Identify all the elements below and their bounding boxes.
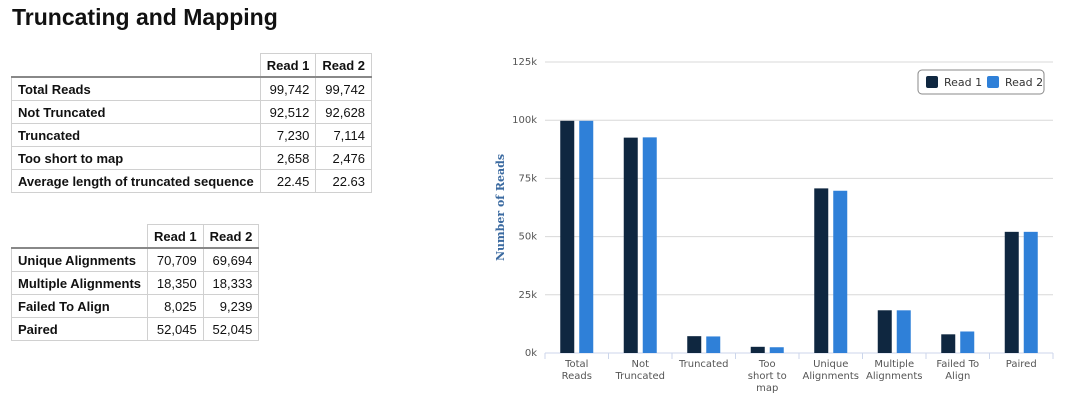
table-row: Too short to map 2,658 2,476 bbox=[11, 146, 373, 170]
row-label: Unique Alignments bbox=[10, 247, 149, 272]
legend-label-read1[interactable]: Read 1 bbox=[944, 76, 982, 89]
x-category-label: Failed To Align bbox=[936, 359, 979, 382]
cell-read1: 2,658 bbox=[259, 146, 317, 170]
bar-read1[interactable] bbox=[814, 188, 829, 353]
y-tick-label: 100k bbox=[512, 115, 537, 126]
bar-read2[interactable] bbox=[706, 336, 721, 353]
bar-read1[interactable] bbox=[877, 310, 892, 353]
bar-read1[interactable] bbox=[750, 346, 765, 353]
chart-bars bbox=[560, 120, 1038, 353]
table-header-row: Read 1 Read 2 bbox=[11, 53, 373, 78]
table-row: Total Reads 99,742 99,742 bbox=[11, 76, 373, 101]
cell-read2: 7,114 bbox=[315, 123, 373, 147]
legend-label-read2[interactable]: Read 2 bbox=[1005, 76, 1043, 89]
y-tick-label: 50k bbox=[518, 232, 537, 243]
truncation-table: Read 1 Read 2 Total Reads 99,742 99,742 … bbox=[11, 53, 373, 193]
table-row: Unique Alignments 70,709 69,694 bbox=[10, 247, 260, 272]
y-tick-label: 75k bbox=[518, 173, 537, 184]
x-category-label: Total Reads bbox=[562, 359, 592, 382]
cell-read1: 22.45 bbox=[259, 169, 317, 193]
cell-read1: 99,742 bbox=[259, 76, 317, 101]
y-tick-label: 25k bbox=[518, 290, 537, 301]
row-label: Truncated bbox=[11, 123, 261, 147]
header-read2: Read 2 bbox=[315, 53, 373, 78]
x-category-label: Truncated bbox=[678, 359, 728, 370]
cell-read2: 69,694 bbox=[202, 247, 260, 272]
x-category-label: Multiple Alignments bbox=[866, 359, 922, 382]
bar-read1[interactable] bbox=[1004, 231, 1019, 353]
bar-read2[interactable] bbox=[833, 190, 848, 353]
y-tick-label: 125k bbox=[512, 57, 537, 68]
cell-read1: 92,512 bbox=[259, 100, 317, 124]
bar-read2[interactable] bbox=[896, 310, 911, 353]
table-row: Not Truncated 92,512 92,628 bbox=[11, 100, 373, 124]
bar-read2[interactable] bbox=[1023, 231, 1038, 353]
legend-swatch-read1 bbox=[926, 76, 938, 88]
cell-read2: 2,476 bbox=[315, 146, 373, 170]
cell-read1: 52,045 bbox=[147, 317, 204, 341]
y-axis-title: Number of Reads bbox=[494, 154, 507, 261]
row-label: Average length of truncated sequence bbox=[11, 169, 261, 193]
chart-legend[interactable]: Read 1 Read 2 bbox=[917, 69, 1045, 95]
legend-swatch-read2 bbox=[987, 76, 999, 88]
cell-read1: 70,709 bbox=[147, 247, 204, 272]
cell-read2: 18,333 bbox=[202, 271, 260, 295]
cell-read2: 99,742 bbox=[315, 76, 373, 101]
cell-read1: 8,025 bbox=[147, 294, 204, 318]
legend-box bbox=[917, 69, 1045, 95]
page-title: Truncating and Mapping bbox=[12, 4, 278, 30]
header-corner bbox=[11, 224, 149, 249]
header-read2: Read 2 bbox=[202, 224, 260, 249]
y-tick-label: 0k bbox=[525, 348, 537, 359]
bar-read2[interactable] bbox=[960, 331, 975, 353]
x-axis-categories: Total Reads Not Truncated Truncated Too short … bbox=[562, 359, 1037, 394]
cell-read1: 18,350 bbox=[147, 271, 204, 295]
row-label: Too short to map bbox=[11, 146, 261, 170]
chart-grid bbox=[544, 61, 1054, 359]
table-row: Truncated 7,230 7,114 bbox=[11, 123, 373, 147]
x-category-label: Paired bbox=[1006, 359, 1037, 370]
y-axis-ticks: 0k 25k 50k 75k 100k 125k bbox=[512, 57, 537, 359]
header-corner bbox=[11, 53, 261, 78]
row-label: Multiple Alignments bbox=[10, 271, 149, 295]
cell-read2: 22.63 bbox=[315, 169, 373, 193]
cell-read2: 9,239 bbox=[202, 294, 260, 318]
bar-read2[interactable] bbox=[579, 120, 594, 353]
table-header-row: Read 1 Read 2 bbox=[11, 224, 260, 249]
table-row: Average length of truncated sequence 22.… bbox=[11, 169, 373, 193]
cell-read2: 52,045 bbox=[202, 317, 260, 341]
bar-read1[interactable] bbox=[560, 120, 575, 353]
bar-read1[interactable] bbox=[941, 334, 956, 353]
alignment-table: Read 1 Read 2 Unique Alignments 70,709 6… bbox=[10, 224, 260, 341]
row-label: Not Truncated bbox=[11, 100, 261, 124]
row-label: Paired bbox=[10, 317, 149, 341]
row-label: Total Reads bbox=[11, 76, 261, 101]
reads-bar-chart: 0k 25k 50k 75k 100k 125k Total Reads Not Truncat… bbox=[494, 57, 1054, 394]
header-read1: Read 1 bbox=[259, 53, 317, 78]
bar-read2[interactable] bbox=[769, 347, 784, 353]
row-label: Failed To Align bbox=[10, 294, 149, 318]
x-category-label: Unique Alignments bbox=[803, 359, 859, 382]
table-row: Failed To Align 8,025 9,239 bbox=[10, 294, 260, 318]
table-row: Multiple Alignments 18,350 18,333 bbox=[10, 271, 260, 295]
bar-read2[interactable] bbox=[642, 137, 657, 353]
header-read1: Read 1 bbox=[147, 224, 204, 249]
bar-read1[interactable] bbox=[623, 137, 638, 353]
cell-read1: 7,230 bbox=[259, 123, 317, 147]
x-category-label: Not Truncated bbox=[615, 359, 665, 382]
cell-read2: 92,628 bbox=[315, 100, 373, 124]
x-category-label: Too short to map bbox=[748, 359, 787, 394]
bar-read1[interactable] bbox=[687, 336, 702, 353]
table-row: Paired 52,045 52,045 bbox=[10, 317, 260, 341]
